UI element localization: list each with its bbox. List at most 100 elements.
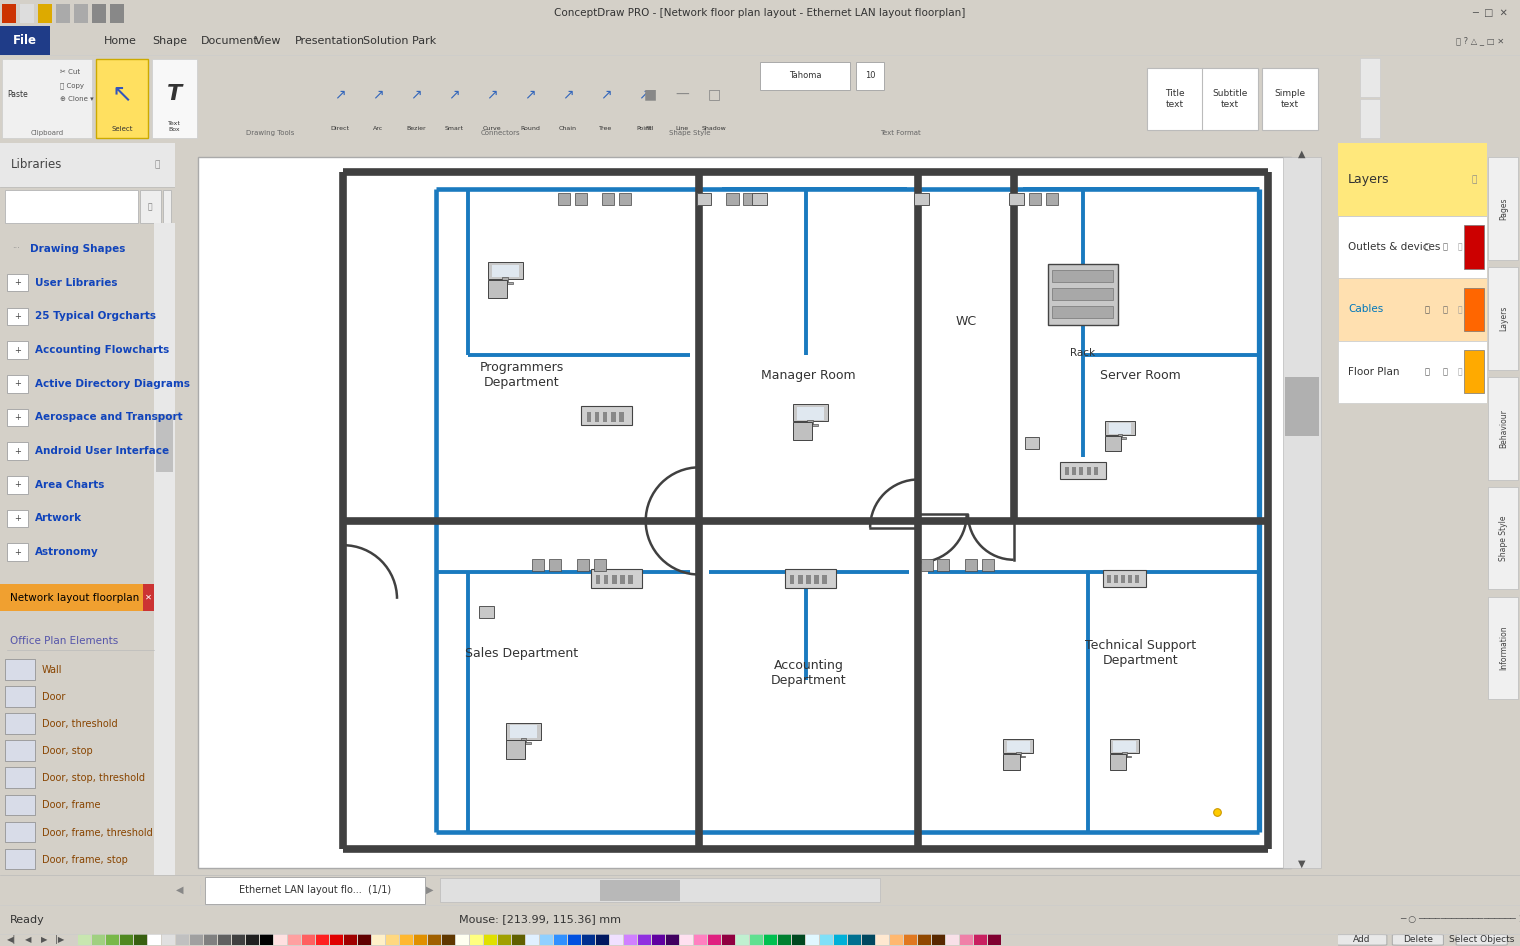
Text: Ethernet LAN layout flo...  (1/1): Ethernet LAN layout flo... (1/1) [239,885,391,895]
Text: +: + [14,514,21,523]
Bar [5,713,35,734]
Bar [652,935,666,945]
Text: Cables: Cables [1348,305,1383,314]
Bar [921,559,933,571]
Bar [1094,466,1097,475]
Bar [582,407,632,426]
Text: Behaviour: Behaviour [1499,409,1508,447]
Bar [965,559,977,571]
Bar [8,274,27,291]
Text: ◀: ◀ [176,885,184,895]
Bar [1110,739,1140,753]
Bar [1148,68,1202,130]
Bar [749,935,763,945]
Bar [526,935,540,945]
Bar [163,190,172,223]
Bar [503,277,508,283]
Bar [1286,377,1319,436]
Text: Presentation: Presentation [295,36,365,45]
Text: Information: Information [1499,625,1508,671]
Bar [1015,752,1020,757]
Text: 🔒: 🔒 [1458,367,1462,377]
Bar [233,935,245,945]
Text: Door, frame: Door, frame [43,800,100,811]
Text: User Libraries: User Libraries [35,278,117,288]
Text: ↗: ↗ [410,87,423,101]
Bar [1464,350,1484,394]
Bar [819,935,833,945]
Text: Mouse: [213.99, 115.36] mm: Mouse: [213.99, 115.36] mm [459,915,622,924]
Text: T: T [166,84,181,104]
Text: Direct: Direct [330,126,350,131]
Bar [359,935,371,945]
Text: Tree: Tree [599,126,613,131]
Text: ▶: ▶ [426,885,433,895]
Bar [1283,157,1321,867]
Bar [176,935,188,945]
Bar [602,193,614,205]
Bar [506,741,526,759]
Bar [1488,268,1518,370]
Bar [400,935,413,945]
Bar [5,821,35,842]
Bar [1135,575,1138,584]
Text: Pages: Pages [1499,198,1508,220]
Text: Delete: Delete [1403,936,1433,944]
Text: 👁: 👁 [1424,305,1429,314]
Bar [512,935,524,945]
Bar [8,342,27,359]
Bar [8,307,27,325]
Bar [1113,742,1135,752]
Bar [553,935,567,945]
Bar [593,559,605,571]
Bar [807,420,813,425]
Text: 👁: 👁 [1424,367,1429,377]
Bar [93,935,105,945]
Bar [1464,225,1484,269]
Bar [511,726,537,738]
Text: Document: Document [201,36,258,45]
Text: Manager Room: Manager Room [762,369,856,382]
Text: Title
text: Title text [1166,89,1184,109]
Bar [974,935,986,945]
Text: Curve: Curve [483,126,502,131]
Text: Door, frame, stop: Door, frame, stop [43,854,128,865]
Bar [521,738,526,744]
Text: Door, threshold: Door, threshold [43,719,117,729]
Text: Select Objects: Select Objects [1449,936,1514,944]
Text: Add: Add [1353,936,1370,944]
Bar [1024,437,1040,449]
Text: ConceptDraw PRO - [Network floor plan layout - Ethernet LAN layout floorplan]: ConceptDraw PRO - [Network floor plan la… [555,9,965,18]
Text: File: File [14,34,36,47]
Bar [1009,193,1024,205]
Bar [914,193,929,205]
Text: Tahoma: Tahoma [789,72,821,80]
Bar [587,412,591,422]
Bar [1113,437,1126,439]
Text: Point: Point [637,126,652,131]
Bar [204,935,217,945]
Text: +: + [14,548,21,556]
Text: ⧉ Copy: ⧉ Copy [59,82,84,89]
Bar [1072,466,1076,475]
Bar [8,375,27,393]
Text: Libraries: Libraries [11,158,62,171]
Bar [1122,575,1125,584]
Bar [596,575,600,585]
Bar [372,935,385,945]
Bar [1006,742,1029,752]
Text: ↗: ↗ [334,87,347,101]
Text: Ready: Ready [11,915,44,924]
Text: ▶: ▶ [41,936,47,944]
Text: ↗: ↗ [448,87,461,101]
Bar [856,61,885,90]
Bar [625,935,637,945]
Bar [1046,193,1058,205]
Bar [575,193,587,205]
Bar [558,193,570,205]
Text: 🔒: 🔒 [1442,367,1447,377]
Text: Technical Support
Department: Technical Support Department [1085,639,1196,667]
Text: Outlets & devices: Outlets & devices [1348,242,1441,253]
Bar [0,143,175,186]
Bar [596,935,610,945]
